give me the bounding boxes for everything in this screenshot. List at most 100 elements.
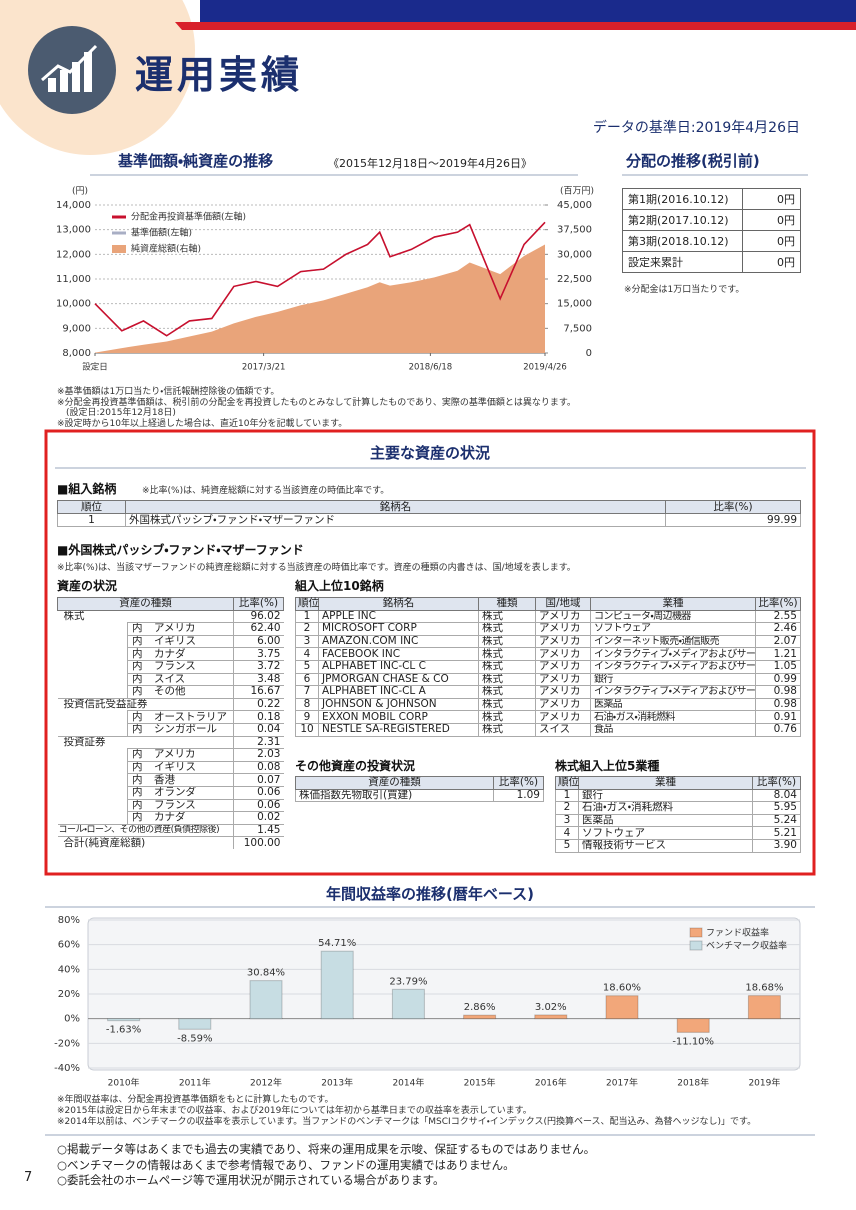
table-cell: 内フランス [127,798,234,813]
table-cell: アメリカ [535,672,591,687]
sub-label: アメリカ [154,748,196,761]
table-cell: 2 [555,801,579,815]
table-cell: 16.67 [233,685,284,699]
bar [107,1018,141,1022]
table-row: 内オランダ 0.06 [58,785,284,800]
table-cell: 5.95 [752,801,801,815]
data-label: 18.68% [745,983,783,994]
table-row: 内アメリカ 62.40 [58,622,284,636]
table-cell: インタラクティブ・メディアおよびサービス [590,659,756,674]
sub-marker: 内 [132,773,143,786]
data-table: 第1期(2016.10.12) 0円 第2期(2017.10.12) 0円 第3期(20… [622,188,801,273]
table-cell: 0.04 [233,722,284,737]
table-cell: 0.22 [233,697,284,711]
indent [58,723,128,736]
table-row: 内アメリカ 2.03 [58,748,284,762]
header-row: 資産の種類 比率(%) [295,776,544,790]
table-row: 3 AMAZON.COM INC 株式 アメリカ インターネット販売・通信販売 2.07 [295,634,801,649]
x-tick-label: 2011年 [179,1077,211,1089]
table-cell: 2.07 [755,634,801,649]
sub-marker: 内 [132,799,143,811]
note: ※比率(%)は、純資産総額に対する当該資産の時価比率です。 [142,486,390,496]
column-header: 銘柄名 [318,597,479,611]
indent [58,673,128,686]
bar [178,1018,212,1030]
table-cell: 0.98 [755,685,801,699]
table-cell: 内アメリカ [127,622,234,636]
note: ※分配金は1万口当たりです。 [624,285,745,295]
table-cell: 0円 [742,188,801,210]
column-header: 順位 [295,597,319,611]
table-row: 4 ソフトウェア 5.21 [555,826,801,840]
table-cell: 2.55 [755,609,801,624]
table-cell: アメリカ [535,697,591,712]
table-row: 内その他 16.67 [58,685,284,699]
table-cell: 第3期(2018.10.12) [622,230,743,252]
data-label: -11.10% [672,1036,714,1047]
x-tick-label: 2016年 [535,1077,567,1089]
table-cell: 9 [295,710,319,724]
table-cell: 0円 [742,230,801,252]
y2-tick-label: 30,000 [557,249,592,260]
indent [58,648,128,661]
table-cell: 1.45 [233,823,284,837]
table-cell: 5.21 [752,826,801,840]
axis-unit: (円) [72,186,88,197]
table-cell: アメリカ [535,710,591,724]
y2-tick-label: 7,500 [563,323,592,334]
table-cell: 内オーストラリア [127,710,234,724]
table-cell: 2.46 [755,622,801,636]
table-cell: 株式 [478,609,536,624]
table-row: 1 APPLE INC 株式 アメリカ コンピュータ・周辺機器 2.55 [295,609,801,624]
table-cell: 5 [555,838,579,853]
table-row: 7 ALPHABET INC-CL A 株式 アメリカ インタラクティブ・メディアおよび… [295,685,801,699]
table-cell: 2.03 [233,748,284,762]
table-cell: 5.24 [752,813,801,828]
table-row: コール・ローン、その他の資産(負債控除後) 1.45 [57,823,284,837]
section-title: 分配の推移(税引前) [626,152,760,170]
table-cell: ソフトウェア [578,826,753,840]
table-cell: 0.07 [233,773,284,787]
icon-bars [48,52,92,92]
table-cell: JOHNSON & JOHNSON [318,697,479,712]
table-cell: 1 [555,788,579,803]
data-label: 3.02% [535,1002,567,1013]
table-cell: 医薬品 [578,813,753,828]
base-date: データの基準日:2019年4月26日 [592,120,800,136]
table-cell: 内シンガポール [127,722,234,737]
column-header: 比率(%) [233,597,284,611]
table-cell: 銀行 [590,672,756,687]
column-header: 業種 [590,597,756,611]
sub-marker: 内 [132,673,143,685]
indent [58,812,128,825]
table-row: 合計(純資産総額) 100.00 [57,836,284,850]
bar [320,950,354,1020]
table-cell: 3.90 [752,838,801,853]
table-cell: 投資証券 [57,735,234,749]
sub-marker: 内 [132,660,143,673]
data-label: 23.79% [389,976,427,987]
indent [58,635,128,648]
y-tick-label: 8,000 [62,348,91,359]
table-cell: アメリカ [535,609,591,624]
table-row: 5 ALPHABET INC-CL C 株式 アメリカ インタラクティブ・メディアおよび… [295,659,801,674]
data-label: -1.63% [106,1025,141,1036]
table-cell: インタラクティブ・メディアおよびサービス [590,685,756,699]
column-header: 比率(%) [493,776,544,790]
x-tick-label: 2019/4/26 [523,363,567,373]
table-cell: 株式 [478,634,536,649]
table-row: 5 情報技術サービス 3.90 [555,838,801,853]
bar [249,980,283,1020]
disclaimer: ○ベンチマークの情報はあくまで参考情報であり、ファンドの運用実績ではありません。 [57,1157,515,1172]
table-cell: FACEBOOK INC [318,647,479,661]
y-tick-label: 60% [58,940,80,951]
note: ※2015年は設定日から年末までの収益率、および2019年については年初から基準… [57,1106,532,1116]
table-cell: 第1期(2016.10.12) [622,188,743,210]
table-cell: 0円 [742,209,801,231]
indent [58,686,128,699]
table-row: 第2期(2017.10.12) 0円 [622,209,801,231]
table-cell: 医薬品 [590,697,756,712]
y-tick-label: -20% [54,1038,80,1049]
line [94,221,546,337]
table-cell: アメリカ [535,622,591,636]
